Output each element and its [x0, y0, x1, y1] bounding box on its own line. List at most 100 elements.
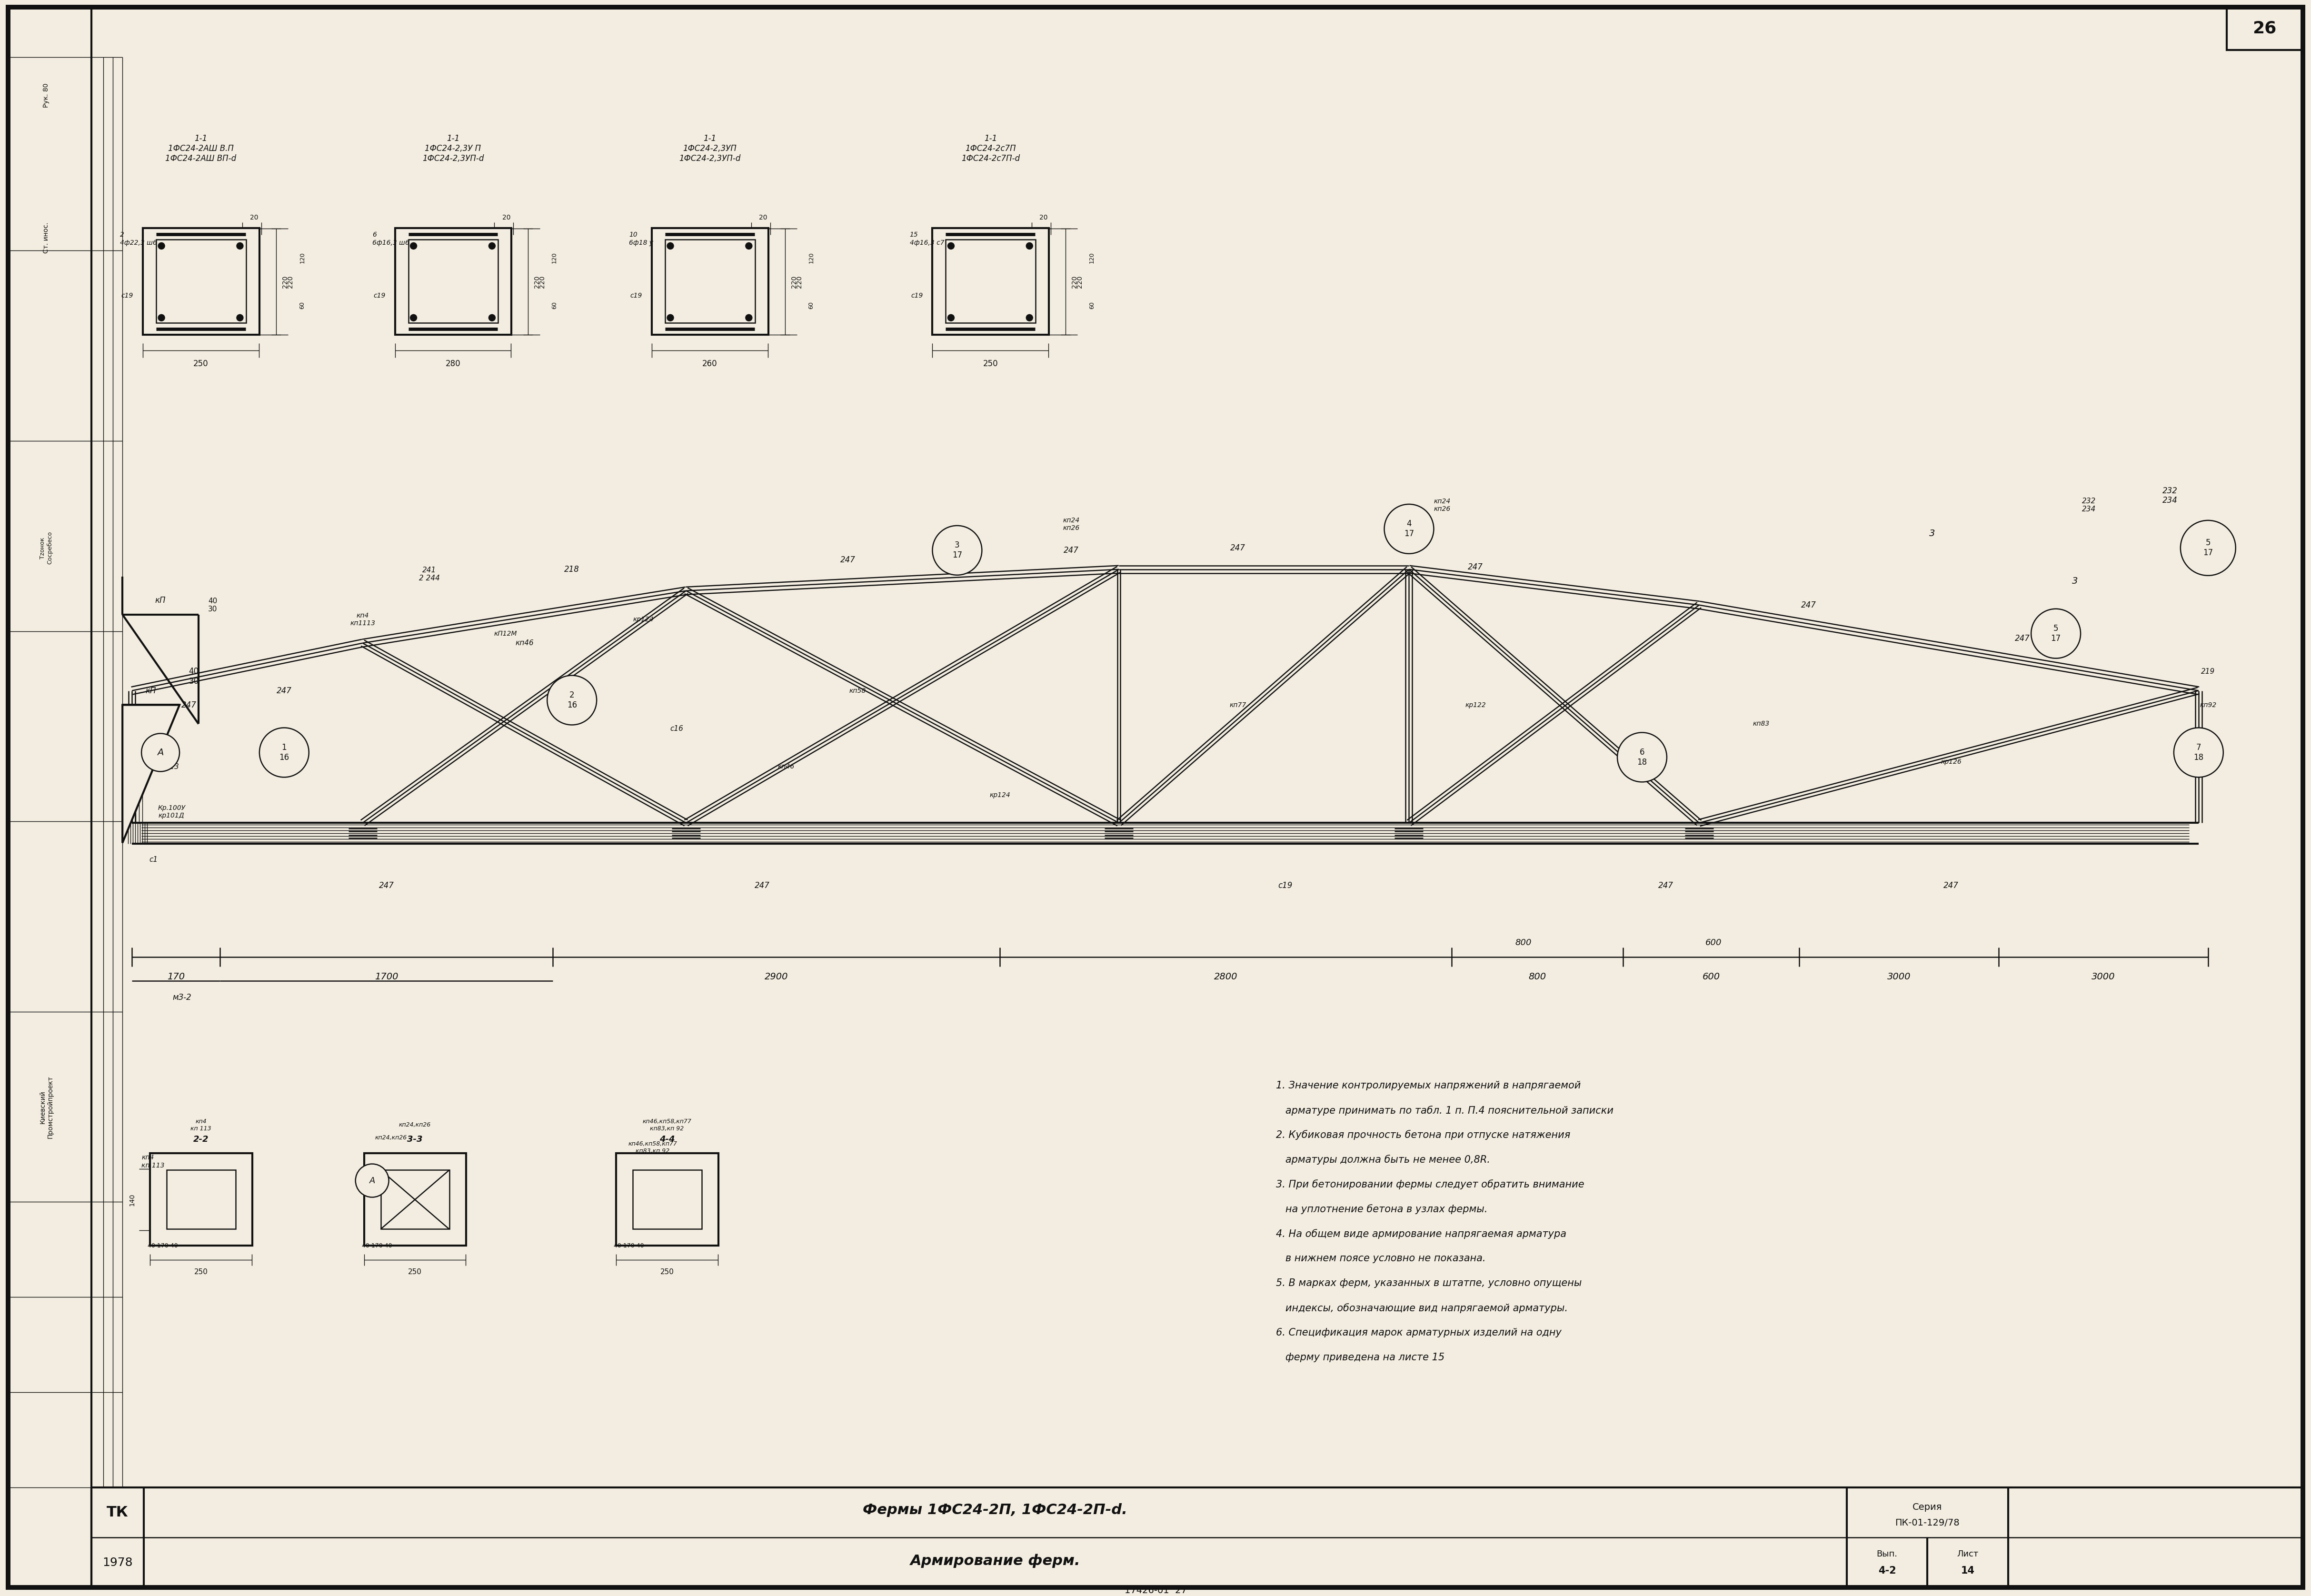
Text: кП: кП	[155, 595, 166, 605]
Text: с19: с19	[1278, 881, 1292, 891]
Circle shape	[488, 243, 495, 249]
Text: 800: 800	[1516, 938, 1532, 946]
Text: 220: 220	[534, 276, 541, 287]
Text: 247: 247	[1800, 600, 1816, 610]
Text: 20: 20	[250, 214, 259, 220]
Text: 241
2 244: 241 2 244	[418, 567, 439, 583]
Circle shape	[948, 314, 954, 321]
Text: кп4
кп 113: кп4 кп 113	[190, 1119, 210, 1132]
Text: кп46: кп46	[776, 763, 795, 771]
Text: 4. На общем виде армирование напрягаемая арматура: 4. На общем виде армирование напрягаемая…	[1276, 1229, 1567, 1238]
Text: 3. При бетонировании фермы следует обратить внимание: 3. При бетонировании фермы следует обрат…	[1276, 1179, 1583, 1189]
Bar	[633, 1170, 703, 1229]
Text: кп24
кп26: кп24 кп26	[1433, 498, 1451, 512]
Text: 220: 220	[1072, 276, 1077, 287]
Text: 17426-01  27: 17426-01 27	[1125, 1586, 1186, 1594]
Text: 1-1
1ФС24-2с7П
1ФС24-2с7П-d: 1-1 1ФС24-2с7П 1ФС24-2с7П-d	[961, 134, 1019, 163]
Text: 2
16: 2 16	[566, 691, 578, 709]
Text: 232
234: 232 234	[2082, 498, 2096, 512]
Text: кп77: кп77	[1229, 702, 1246, 709]
Text: 600: 600	[1706, 938, 1722, 946]
Circle shape	[2175, 728, 2223, 777]
Text: 220: 220	[790, 276, 797, 287]
Text: 60: 60	[552, 302, 557, 310]
Text: Рук. 80: Рук. 80	[44, 83, 49, 107]
Circle shape	[409, 314, 416, 321]
Bar	[92, 1487, 2302, 1588]
Circle shape	[2182, 520, 2235, 576]
Text: в нижнем поясе условно не показана.: в нижнем поясе условно не показана.	[1276, 1254, 1486, 1264]
Text: 3
17: 3 17	[952, 541, 961, 560]
Text: 250: 250	[194, 1269, 208, 1275]
Text: 120: 120	[552, 252, 557, 263]
Text: 250: 250	[194, 359, 208, 369]
Text: 2. Кубиковая прочность бетона при отпуске натяжения: 2. Кубиковая прочность бетона при отпуск…	[1276, 1130, 1569, 1140]
Text: 120: 120	[298, 252, 305, 263]
Circle shape	[746, 314, 751, 321]
Bar	[143, 228, 259, 335]
Text: Тzонок
Сосребесо: Тzонок Сосребесо	[39, 531, 53, 565]
Text: 220: 220	[282, 276, 289, 287]
Text: 5
17: 5 17	[2202, 539, 2214, 557]
Text: кП12М: кП12М	[495, 630, 518, 637]
Text: кп24,кп26: кп24,кп26	[400, 1122, 430, 1128]
Text: 2800: 2800	[1213, 972, 1239, 982]
Circle shape	[746, 243, 751, 249]
Text: арматуры должна быть не менее 0,8R.: арматуры должна быть не менее 0,8R.	[1276, 1156, 1491, 1165]
Bar	[157, 239, 245, 322]
Text: 120: 120	[809, 252, 813, 263]
Text: 800: 800	[1528, 972, 1546, 982]
Text: 247: 247	[1229, 544, 1246, 552]
Text: кп58: кп58	[848, 688, 867, 694]
Text: 40 170 40: 40 170 40	[363, 1243, 393, 1248]
Text: мЗ-2: мЗ-2	[173, 993, 192, 1002]
Text: 1. Значение контролируемых напряжений в напрягаемой: 1. Значение контролируемых напряжений в …	[1276, 1080, 1581, 1090]
Text: 220: 220	[287, 276, 293, 287]
Text: 219: 219	[2200, 669, 2214, 675]
Text: 120: 120	[1088, 252, 1095, 263]
Text: А: А	[370, 1176, 374, 1184]
Text: 2900: 2900	[765, 972, 788, 982]
Circle shape	[668, 243, 675, 249]
Circle shape	[488, 314, 495, 321]
Text: с19: с19	[374, 292, 386, 298]
Text: с13: с13	[166, 763, 178, 771]
Text: 1978: 1978	[102, 1556, 132, 1569]
Text: кр124: кр124	[989, 792, 1010, 798]
Text: 600: 600	[1703, 972, 1719, 982]
Bar	[617, 1152, 719, 1246]
Text: кр126: кр126	[1941, 758, 1962, 766]
Text: 3: 3	[2073, 576, 2078, 586]
Text: на уплотнение бетона в узлах фермы.: на уплотнение бетона в узлах фермы.	[1276, 1205, 1488, 1215]
Text: 5
17: 5 17	[2050, 624, 2061, 643]
Text: 1-1
1ФС24-2,3УП
1ФС24-2,3УП-d: 1-1 1ФС24-2,3УП 1ФС24-2,3УП-d	[679, 134, 740, 163]
Text: 250: 250	[409, 1269, 423, 1275]
Text: 220: 220	[1077, 276, 1084, 287]
Text: кП: кП	[146, 686, 157, 694]
Text: кп4
кп 113: кп4 кп 113	[141, 1154, 164, 1168]
Text: Ст. инос.: Ст. инос.	[44, 222, 49, 254]
Bar	[166, 1170, 236, 1229]
Text: ПК-01-129/78: ПК-01-129/78	[1895, 1518, 1960, 1527]
Text: 247: 247	[1659, 881, 1673, 891]
Text: 3-3: 3-3	[407, 1135, 423, 1143]
Text: 220: 220	[795, 276, 802, 287]
Text: 280: 280	[446, 359, 460, 369]
Text: 60: 60	[809, 302, 813, 310]
Circle shape	[668, 314, 675, 321]
Text: 15
4ф16,3 с7: 15 4ф16,3 с7	[911, 231, 945, 246]
Bar	[150, 1152, 252, 1246]
Bar	[652, 228, 767, 335]
Circle shape	[2031, 608, 2080, 658]
Text: арматуре принимать по табл. 1 п. П.4 пояснительной записки: арматуре принимать по табл. 1 п. П.4 поя…	[1276, 1106, 1613, 1116]
Text: 40
30: 40 30	[190, 667, 199, 686]
Text: Кр.100У
кр101Д: Кр.100У кр101Д	[157, 804, 185, 819]
Circle shape	[1026, 314, 1033, 321]
Text: 60: 60	[1088, 302, 1095, 310]
Text: с19: с19	[631, 292, 642, 298]
Text: Вып.: Вып.	[1877, 1550, 1897, 1558]
Text: кп24
кп26: кп24 кп26	[1063, 517, 1079, 531]
Circle shape	[1618, 733, 1666, 782]
Circle shape	[157, 314, 164, 321]
Text: 170: 170	[166, 972, 185, 982]
